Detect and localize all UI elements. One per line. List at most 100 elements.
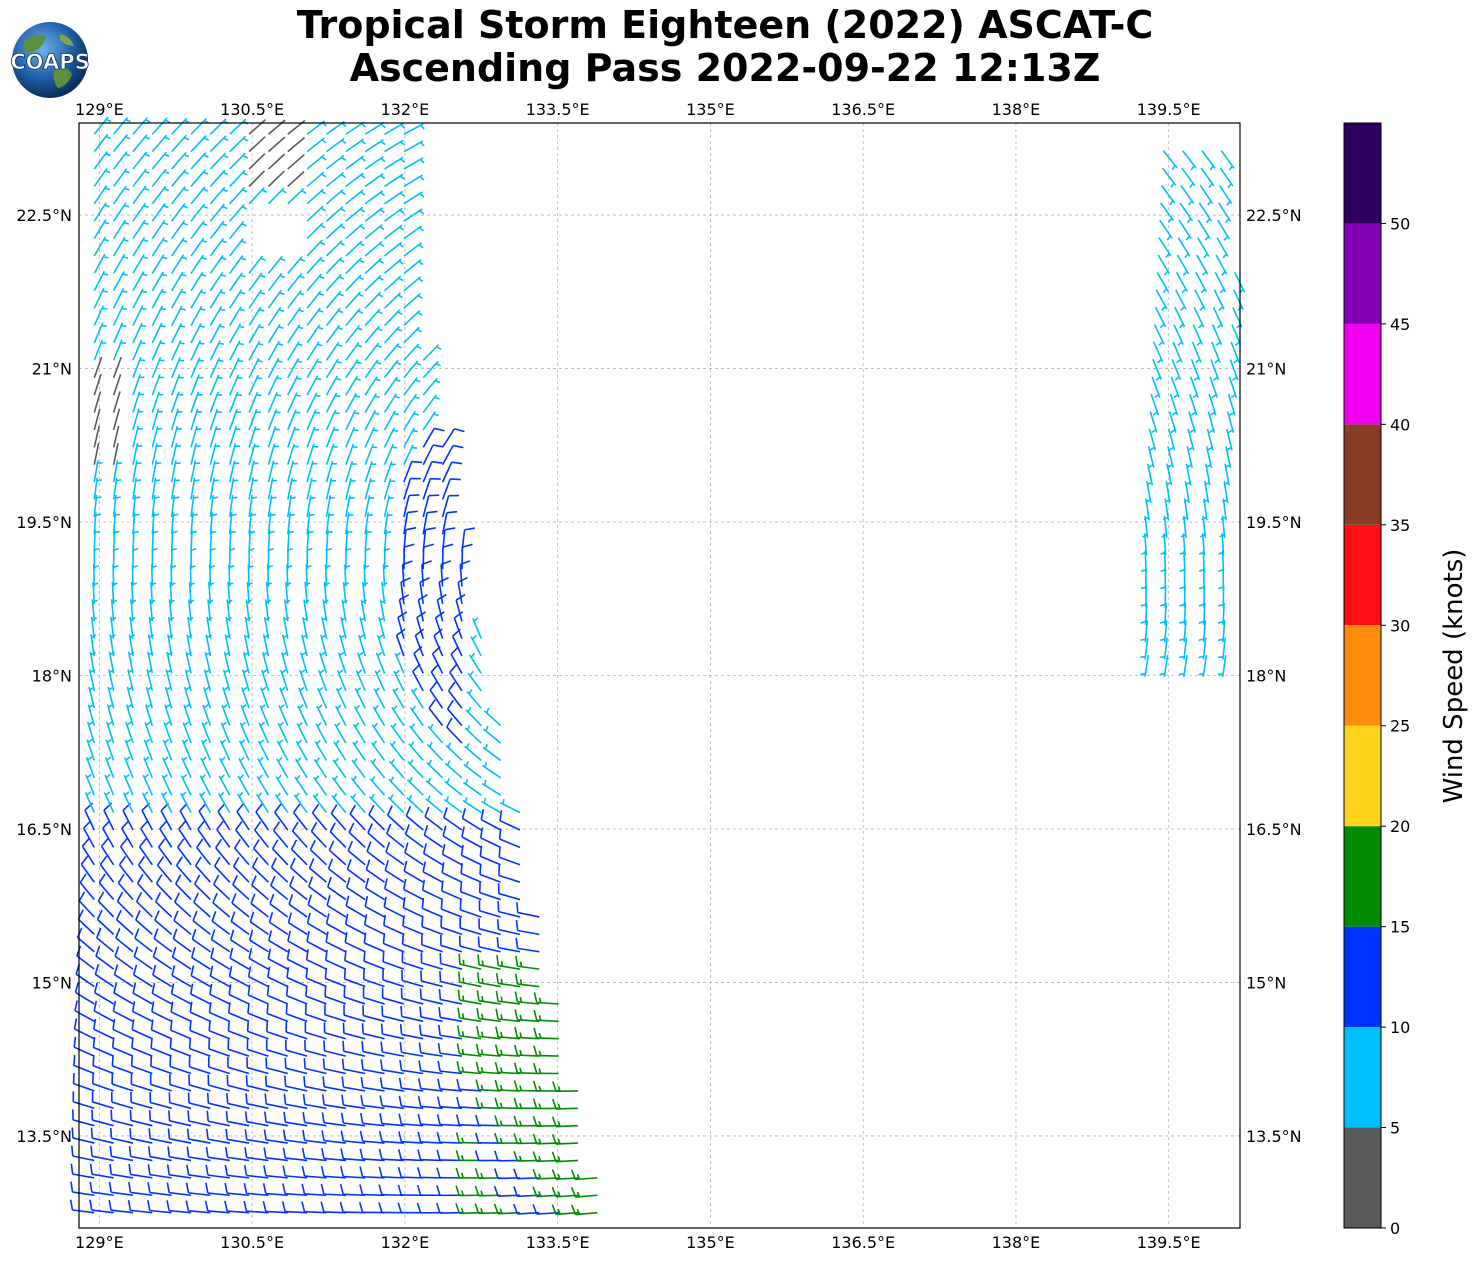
barb-staff <box>72 1137 95 1144</box>
wind-barb <box>417 1131 443 1144</box>
barb-flag-half <box>1155 376 1161 381</box>
barb-flag-full <box>69 1199 74 1211</box>
barb-flag-full <box>419 576 430 583</box>
barb-flag-full <box>119 837 128 848</box>
barb-staff <box>149 1137 172 1144</box>
wind-barb <box>132 374 145 396</box>
wind-barb <box>325 913 347 936</box>
wind-barb <box>481 797 502 814</box>
barb-staff <box>365 887 385 901</box>
wind-barb <box>267 289 285 309</box>
wind-barb <box>359 1112 385 1127</box>
barb-flag-full <box>248 948 253 959</box>
barb-staff <box>368 813 386 831</box>
wind-barb <box>113 133 131 153</box>
wind-barb <box>248 409 261 431</box>
wind-barb <box>287 324 304 344</box>
barb-staff <box>287 256 303 274</box>
barb-staff <box>172 956 192 970</box>
barb-staff <box>229 118 247 135</box>
barb-flag-half <box>1161 534 1167 538</box>
barb-flag-half <box>161 290 167 294</box>
wind-barb <box>191 928 211 953</box>
barb-flag-full <box>76 927 83 938</box>
barb-staff <box>306 529 310 552</box>
barb-staff <box>1209 376 1218 398</box>
barb-staff <box>362 1175 385 1179</box>
barb-staff <box>1143 533 1148 556</box>
barb-flag-half <box>1160 551 1166 555</box>
wind-barb <box>267 409 281 431</box>
barb-staff <box>345 375 358 396</box>
barb-staff <box>364 342 380 361</box>
barb-flag-full <box>205 1182 209 1194</box>
wind-barb <box>233 856 250 883</box>
barb-staff <box>186 634 192 657</box>
barb-staff <box>267 495 273 518</box>
wind-barb <box>84 791 96 813</box>
wind-barb <box>311 803 328 831</box>
barb-flag-half <box>334 757 339 763</box>
barb-flag-full <box>513 1203 519 1215</box>
barb-staff <box>265 1192 288 1197</box>
wind-barb <box>190 408 203 431</box>
wind-barb <box>403 326 423 344</box>
barb-staff <box>142 774 154 796</box>
wind-barb <box>428 699 444 727</box>
barb-staff <box>441 428 456 448</box>
barb-flag-full <box>363 950 366 962</box>
barb-staff <box>274 793 289 814</box>
barb-flag-full <box>190 965 195 976</box>
wind-barb <box>457 1007 482 1023</box>
barb-flag-full <box>152 964 157 976</box>
barb-staff <box>267 323 281 344</box>
wind-barb <box>494 1097 520 1110</box>
wind-barb <box>72 1109 95 1127</box>
barb-staff <box>94 991 115 1005</box>
barb-flag-half <box>1177 341 1183 346</box>
barb-staff <box>1218 202 1232 222</box>
barb-staff <box>130 581 134 604</box>
barb-staff <box>85 756 96 779</box>
barb-staff <box>470 636 482 657</box>
barb-staff <box>190 203 206 222</box>
barb-staff <box>325 443 335 465</box>
barb-staff <box>242 651 250 674</box>
wind-barb <box>1198 637 1207 660</box>
barb-flag-full <box>95 945 101 957</box>
barb-staff <box>266 1030 289 1040</box>
barb-staff <box>326 922 347 936</box>
barb-staff <box>1198 202 1213 222</box>
barb-flag-full <box>424 806 430 817</box>
lon-tick-label-bottom: 139.5°E <box>1137 1233 1201 1252</box>
barb-flag-half <box>155 479 161 482</box>
barb-staff <box>440 944 463 953</box>
barb-flag-half <box>355 378 361 381</box>
wind-barb <box>1188 411 1196 434</box>
wind-barb <box>151 512 160 535</box>
barb-staff <box>226 599 231 622</box>
barb-flag-full <box>224 1164 229 1176</box>
barb-staff <box>229 323 242 344</box>
barb-staff <box>1210 359 1220 381</box>
barb-staff <box>92 1083 114 1092</box>
barb-staff <box>132 254 145 274</box>
wind-barb <box>93 1018 114 1040</box>
barb-flag-half <box>193 496 199 499</box>
wind-barb <box>364 207 385 222</box>
barb-flag-half <box>124 153 131 157</box>
barb-flag-full <box>533 1063 538 1074</box>
barb-flag-full <box>94 964 100 975</box>
wind-barb <box>98 873 115 901</box>
barb-staff <box>112 425 120 448</box>
barb-flag-full <box>341 1076 345 1088</box>
wind-barb <box>383 512 393 535</box>
barb-flag-half <box>1198 655 1204 659</box>
barb-staff <box>384 190 404 205</box>
barb-staff <box>408 743 424 761</box>
barb-staff <box>278 705 289 726</box>
barb-staff <box>159 828 173 848</box>
wind-barb <box>1140 654 1150 677</box>
barb-flag-half <box>359 242 365 247</box>
wind-barb <box>265 1039 289 1057</box>
